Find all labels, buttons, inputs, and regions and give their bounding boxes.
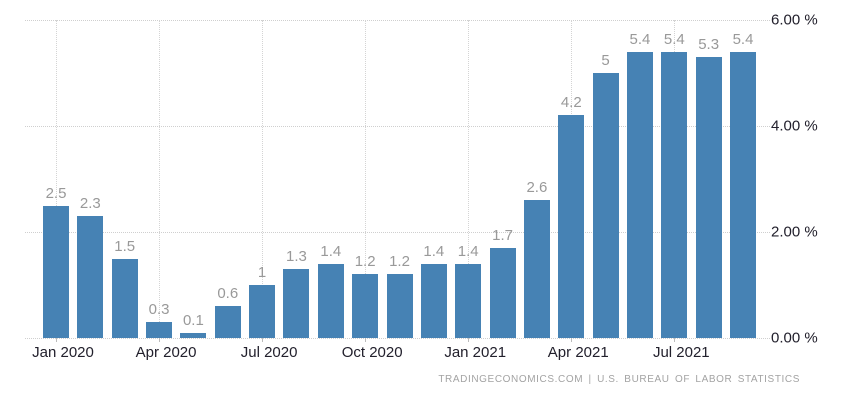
x-axis-tick (674, 338, 676, 342)
bar-value-label: 1.7 (492, 226, 513, 244)
x-axis-label: Jan 2020 (32, 344, 94, 361)
bar-value-label: 1.4 (423, 242, 445, 260)
x-axis-tick (56, 338, 57, 342)
bar-value-label: 1.4 (457, 242, 479, 260)
bar-value-label: 1 (257, 264, 267, 281)
bar-value-label: 5 (601, 52, 610, 69)
bar-value-label: 4.2 (560, 94, 582, 112)
bar[interactable] (592, 73, 619, 338)
bar-value-label: 0.1 (182, 311, 204, 329)
x-axis-tick (468, 338, 470, 342)
gridline-horizontal (25, 126, 770, 127)
bar[interactable] (43, 205, 69, 338)
bar-value-label: 0.3 (148, 301, 170, 319)
bar[interactable] (249, 285, 276, 338)
bar[interactable] (661, 51, 688, 338)
bar[interactable] (523, 200, 550, 338)
gridline-vertical (468, 20, 470, 338)
bar-value-label: 5.4 (732, 30, 754, 48)
bar[interactable] (626, 51, 653, 338)
bar[interactable] (455, 263, 482, 338)
bar[interactable] (420, 263, 447, 338)
x-axis-tick (262, 338, 264, 342)
bar-value-label: 5.4 (663, 30, 685, 48)
bar-value-label: 2.5 (45, 184, 67, 202)
x-axis-tick (365, 338, 367, 342)
bar[interactable] (180, 332, 207, 338)
plot-area: 2.5 2.3 1.5 0.3 0.1 0.6 1 1.3 1.4 1.2 1.2 1.4 1.4 1.7… (25, 20, 770, 339)
bar-value-label: 5.4 (629, 30, 651, 48)
bar-value-label: 1.2 (389, 253, 410, 271)
bar-value-label: 1.3 (286, 248, 307, 266)
gridline-horizontal (25, 232, 770, 233)
bar-value-label: 1.5 (114, 237, 136, 255)
bar[interactable] (386, 274, 413, 338)
bar-value-label: 1.2 (354, 253, 376, 271)
y-axis-label: 4.00 % (771, 117, 818, 135)
gridline-vertical (159, 20, 161, 338)
x-axis-label: Apr 2021 (547, 344, 609, 361)
bar-value-label: 2.6 (526, 179, 548, 197)
y-axis-label: 6.00 % (771, 11, 818, 29)
bar[interactable] (558, 115, 585, 338)
bar-value-label: 5.3 (698, 36, 720, 54)
bar[interactable] (146, 322, 173, 338)
bar[interactable] (730, 51, 756, 338)
bar[interactable] (352, 274, 379, 338)
y-axis-label: 0.00 % (771, 329, 818, 347)
x-axis-tick (159, 338, 161, 342)
bar[interactable] (214, 306, 241, 338)
gridline-vertical (56, 20, 57, 338)
bar[interactable] (283, 269, 310, 338)
bar[interactable] (111, 258, 138, 338)
gridline-vertical (262, 20, 264, 338)
x-axis-label: Jul 2021 (652, 344, 710, 361)
y-axis-label: 2.00 % (771, 223, 818, 241)
bar[interactable] (77, 216, 104, 338)
x-axis-label: Jul 2020 (240, 344, 298, 361)
bar[interactable] (695, 57, 722, 338)
gridline-horizontal (25, 20, 770, 21)
attribution-text: TRADINGECONOMICS.COM | U.S. BUREAU OF LA… (438, 374, 800, 385)
gridline-vertical (365, 20, 367, 338)
x-axis-label: Oct 2020 (341, 344, 403, 361)
x-axis-label: Apr 2020 (135, 344, 197, 361)
bar-value-label: 0.6 (217, 285, 239, 303)
x-axis-tick (571, 338, 573, 342)
bar-value-label: 2.3 (79, 195, 101, 213)
x-axis-label: Jan 2021 (444, 344, 507, 361)
bar-value-label: 1.4 (320, 242, 342, 260)
bar[interactable] (489, 247, 516, 338)
bar[interactable] (317, 263, 344, 338)
gridline-horizontal (25, 338, 770, 339)
